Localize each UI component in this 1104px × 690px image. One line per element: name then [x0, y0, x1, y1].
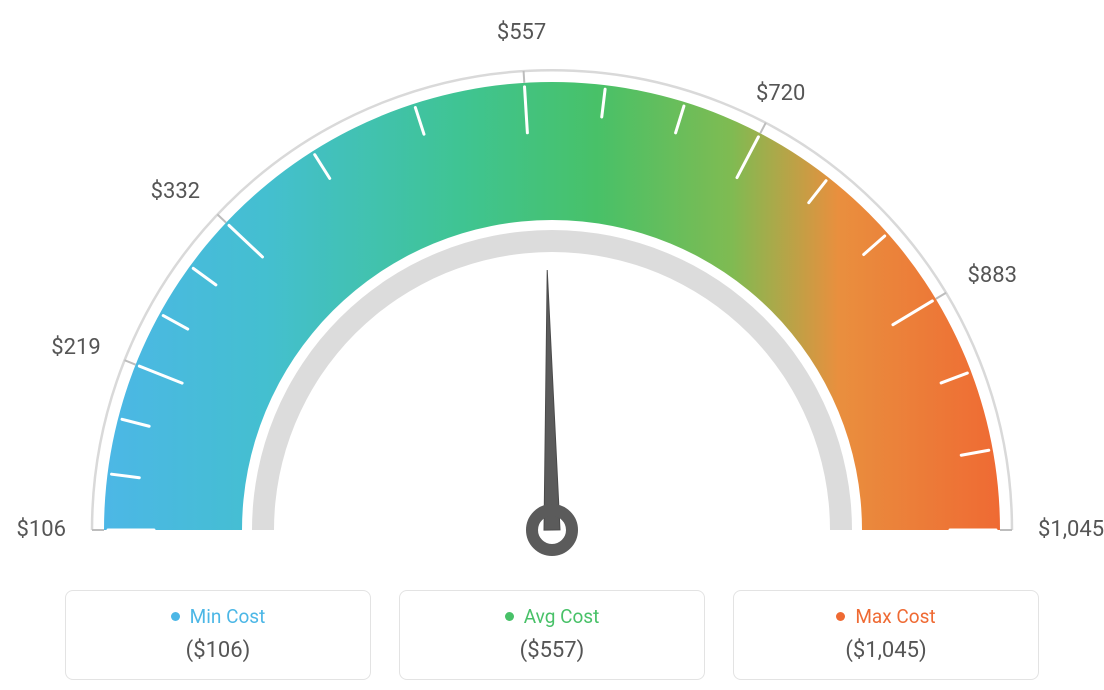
gauge-scale-label: $106: [17, 517, 66, 542]
gauge-scale-label: $720: [756, 81, 805, 106]
legend-dot-icon: [505, 612, 514, 621]
gauge-scale-label: $883: [967, 263, 1016, 288]
gauge-outer-tick: [217, 214, 226, 222]
legend-row: Min Cost ($106) Avg Cost ($557) Max Cost ($1,…: [0, 590, 1104, 680]
legend-dot-icon: [836, 612, 845, 621]
legend-card-min: Min Cost ($106): [65, 590, 371, 680]
legend-label: Min Cost: [171, 605, 266, 628]
gauge-outer-tick: [936, 293, 946, 299]
legend-label-text: Min Cost: [190, 605, 266, 628]
gauge-svg: $106 $219 $332 $557 $720 $883 $1,045: [0, 0, 1104, 690]
gauge-scale-label: $557: [497, 20, 546, 45]
gauge-scale-label: $219: [51, 335, 100, 360]
legend-label: Avg Cost: [505, 605, 600, 628]
legend-label-text: Avg Cost: [524, 605, 600, 628]
cost-gauge-chart: $106 $219 $332 $557 $720 $883 $1,045 Min Cost (…: [0, 0, 1104, 690]
legend-value: ($1,045): [756, 638, 1016, 663]
legend-dot-icon: [171, 612, 180, 621]
gauge-needle: [544, 270, 560, 530]
legend-value: ($106): [88, 638, 348, 663]
legend-label-text: Max Cost: [855, 605, 935, 628]
gauge-outer-tick: [760, 123, 766, 134]
gauge-scale-label: $1,045: [1038, 517, 1104, 542]
legend-card-max: Max Cost ($1,045): [733, 590, 1039, 680]
legend-value: ($557): [422, 638, 682, 663]
gauge-outer-tick: [524, 71, 525, 83]
gauge-outer-tick: [124, 360, 135, 364]
gauge-scale-label: $332: [151, 179, 200, 204]
legend-label: Max Cost: [836, 605, 935, 628]
legend-card-avg: Avg Cost ($557): [399, 590, 705, 680]
